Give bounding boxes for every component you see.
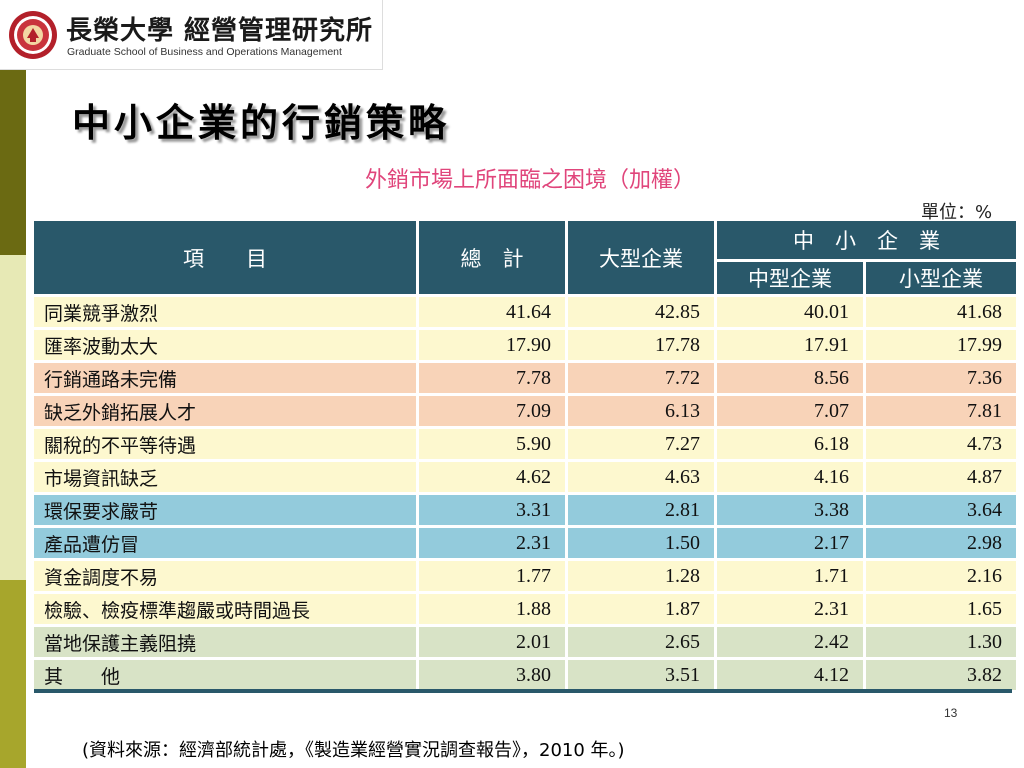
logo-title: 長榮大學 經營管理研究所	[66, 16, 374, 46]
table-row: 市場資訊缺乏 4.62 4.63 4.16 4.87	[34, 462, 1016, 492]
cell-medium: 8.56	[717, 363, 863, 393]
university-logo: 長榮大學 經營管理研究所 Graduate School of Business…	[0, 0, 383, 70]
cell-large: 2.81	[568, 495, 714, 525]
table-row: 環保要求嚴苛 3.31 2.81 3.38 3.64	[34, 495, 1016, 525]
cell-large: 1.50	[568, 528, 714, 558]
cell-large: 7.72	[568, 363, 714, 393]
header-sme-group: 中 小 企 業	[717, 221, 1016, 259]
cell-medium: 2.42	[717, 627, 863, 657]
table-row: 匯率波動太大 17.90 17.78 17.91 17.99	[34, 330, 1016, 360]
header-item: 項 目	[34, 221, 416, 294]
cell-small: 3.82	[866, 660, 1016, 690]
table-bottom-rule	[34, 689, 1012, 693]
cell-large: 1.28	[568, 561, 714, 591]
band-light-segment	[0, 255, 26, 580]
cell-large: 17.78	[568, 330, 714, 360]
data-table-container: 項 目 總 計 大型企業 中 小 企 業 中型企業 小型企業 同業競爭激烈 41.…	[34, 221, 1016, 693]
band-dark-segment	[0, 70, 26, 255]
header-total: 總 計	[419, 221, 565, 294]
data-table: 項 目 總 計 大型企業 中 小 企 業 中型企業 小型企業 同業競爭激烈 41.…	[31, 218, 1019, 693]
cell-large: 1.87	[568, 594, 714, 624]
cell-total: 1.77	[419, 561, 565, 591]
cell-small: 7.36	[866, 363, 1016, 393]
cell-total: 1.88	[419, 594, 565, 624]
cell-small: 2.16	[866, 561, 1016, 591]
cell-medium: 2.17	[717, 528, 863, 558]
unit-label: 單位：%	[921, 202, 993, 223]
cell-medium: 17.91	[717, 330, 863, 360]
table-row: 產品遭仿冒 2.31 1.50 2.17 2.98	[34, 528, 1016, 558]
row-label: 行銷通路未完備	[34, 363, 416, 393]
cell-small: 7.81	[866, 396, 1016, 426]
cell-small: 4.73	[866, 429, 1016, 459]
cell-total: 2.31	[419, 528, 565, 558]
table-row: 當地保護主義阻撓 2.01 2.65 2.42 1.30	[34, 627, 1016, 657]
table-row: 其 他 3.80 3.51 4.12 3.82	[34, 660, 1016, 690]
cell-large: 42.85	[568, 297, 714, 327]
row-label: 產品遭仿冒	[34, 528, 416, 558]
row-label: 市場資訊缺乏	[34, 462, 416, 492]
table-row: 行銷通路未完備 7.78 7.72 8.56 7.36	[34, 363, 1016, 393]
logo-subtitle: Graduate School of Business and Operatio…	[67, 46, 342, 58]
cell-total: 3.31	[419, 495, 565, 525]
cell-large: 2.65	[568, 627, 714, 657]
cell-small: 2.98	[866, 528, 1016, 558]
band-mid-segment	[0, 580, 26, 768]
left-decorative-band	[0, 70, 26, 768]
cell-small: 3.64	[866, 495, 1016, 525]
cell-medium: 7.07	[717, 396, 863, 426]
cell-total: 17.90	[419, 330, 565, 360]
cell-medium: 4.12	[717, 660, 863, 690]
cell-small: 1.30	[866, 627, 1016, 657]
table-title: 外銷市場上所面臨之困境（加權）	[365, 168, 696, 193]
page-number: 13	[944, 706, 958, 720]
cell-medium: 2.31	[717, 594, 863, 624]
header-small: 小型企業	[866, 262, 1016, 294]
row-label: 同業競爭激烈	[34, 297, 416, 327]
table-row: 缺乏外銷拓展人才 7.09 6.13 7.07 7.81	[34, 396, 1016, 426]
cell-large: 4.63	[568, 462, 714, 492]
row-label: 缺乏外銷拓展人才	[34, 396, 416, 426]
cell-total: 2.01	[419, 627, 565, 657]
table-row: 關稅的不平等待遇 5.90 7.27 6.18 4.73	[34, 429, 1016, 459]
cell-total: 5.90	[419, 429, 565, 459]
cell-total: 41.64	[419, 297, 565, 327]
row-label: 關稅的不平等待遇	[34, 429, 416, 459]
cell-medium: 40.01	[717, 297, 863, 327]
cell-small: 1.65	[866, 594, 1016, 624]
row-label: 其 他	[34, 660, 416, 690]
row-label: 環保要求嚴苛	[34, 495, 416, 525]
row-label: 檢驗、檢疫標準趨嚴或時間過長	[34, 594, 416, 624]
university-seal-icon	[9, 11, 57, 59]
row-label: 資金調度不易	[34, 561, 416, 591]
header-medium: 中型企業	[717, 262, 863, 294]
cell-large: 7.27	[568, 429, 714, 459]
slide-title: 中小企業的行銷策略	[72, 100, 451, 145]
cell-total: 3.80	[419, 660, 565, 690]
cell-medium: 1.71	[717, 561, 863, 591]
cell-large: 3.51	[568, 660, 714, 690]
table-row: 檢驗、檢疫標準趨嚴或時間過長 1.88 1.87 2.31 1.65	[34, 594, 1016, 624]
cell-medium: 4.16	[717, 462, 863, 492]
source-citation: (資料來源：經濟部統計處，《製造業經營實況調查報告》，2010 年。)	[82, 740, 625, 761]
header-large: 大型企業	[568, 221, 714, 294]
cell-total: 7.09	[419, 396, 565, 426]
cell-small: 4.87	[866, 462, 1016, 492]
row-label: 當地保護主義阻撓	[34, 627, 416, 657]
row-label: 匯率波動太大	[34, 330, 416, 360]
cell-large: 6.13	[568, 396, 714, 426]
cell-small: 41.68	[866, 297, 1016, 327]
cell-small: 17.99	[866, 330, 1016, 360]
cell-total: 7.78	[419, 363, 565, 393]
cell-medium: 3.38	[717, 495, 863, 525]
table-row: 資金調度不易 1.77 1.28 1.71 2.16	[34, 561, 1016, 591]
cell-total: 4.62	[419, 462, 565, 492]
table-row: 同業競爭激烈 41.64 42.85 40.01 41.68	[34, 297, 1016, 327]
cell-medium: 6.18	[717, 429, 863, 459]
